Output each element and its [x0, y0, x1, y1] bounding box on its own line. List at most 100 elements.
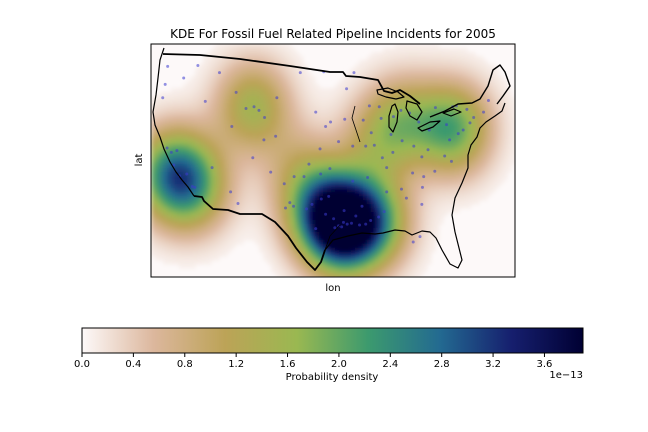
- density-cell: [435, 84, 440, 89]
- density-cell: [327, 200, 332, 205]
- density-cell: [219, 104, 224, 109]
- density-cell: [299, 212, 304, 217]
- density-cell: [395, 268, 400, 273]
- density-cell: [375, 96, 380, 101]
- density-cell: [171, 124, 176, 129]
- density-cell: [219, 124, 224, 129]
- density-cell: [191, 196, 196, 201]
- density-cell: [403, 152, 408, 157]
- density-cell: [259, 48, 264, 53]
- density-cell: [259, 140, 264, 145]
- density-cell: [375, 140, 380, 145]
- density-cell: [187, 152, 192, 157]
- density-cell: [319, 268, 324, 273]
- density-cell: [203, 208, 208, 213]
- incident-point: [263, 115, 267, 119]
- density-cell: [307, 80, 312, 85]
- density-cell: [191, 96, 196, 101]
- density-cell: [411, 212, 416, 217]
- density-cell: [151, 144, 156, 149]
- density-cell: [219, 136, 224, 141]
- density-cell: [487, 108, 492, 113]
- density-cell: [451, 72, 456, 77]
- density-cell: [203, 136, 208, 141]
- density-cell: [219, 160, 224, 165]
- density-cell: [275, 272, 280, 277]
- density-cell: [483, 192, 488, 197]
- density-cell: [231, 84, 236, 89]
- density-cell: [339, 92, 344, 97]
- density-cell: [375, 116, 380, 121]
- density-cell: [371, 68, 376, 73]
- density-cell: [387, 152, 392, 157]
- density-cell: [315, 172, 320, 177]
- density-cell: [263, 220, 268, 225]
- density-cell: [307, 184, 312, 189]
- density-cell: [299, 72, 304, 77]
- density-cell: [363, 264, 368, 269]
- density-cell: [291, 104, 296, 109]
- density-cell: [435, 156, 440, 161]
- density-cell: [399, 60, 404, 65]
- density-cell: [307, 236, 312, 241]
- density-cell: [347, 88, 352, 93]
- density-cell: [187, 200, 192, 205]
- density-cell: [435, 152, 440, 157]
- density-cell: [255, 132, 260, 137]
- density-cell: [455, 76, 460, 81]
- density-cell: [343, 192, 348, 197]
- density-cell: [315, 120, 320, 125]
- density-cell: [275, 256, 280, 261]
- density-cell: [499, 136, 504, 141]
- density-cell: [423, 256, 428, 261]
- density-cell: [431, 80, 436, 85]
- density-cell: [423, 176, 428, 181]
- density-cell: [163, 124, 168, 129]
- density-cell: [351, 88, 356, 93]
- density-cell: [167, 96, 172, 101]
- density-cell: [243, 176, 248, 181]
- density-cell: [331, 264, 336, 269]
- density-cell: [295, 88, 300, 93]
- density-cell: [479, 60, 484, 65]
- density-cell: [359, 64, 364, 69]
- density-cell: [447, 112, 452, 117]
- density-cell: [327, 188, 332, 193]
- density-cell: [375, 196, 380, 201]
- density-cell: [199, 192, 204, 197]
- density-cell: [467, 64, 472, 69]
- incident-point: [340, 225, 344, 229]
- density-cell: [335, 256, 340, 261]
- density-cell: [231, 80, 236, 85]
- density-cell: [463, 184, 468, 189]
- density-cell: [419, 72, 424, 77]
- density-cell: [187, 216, 192, 221]
- density-cell: [199, 168, 204, 173]
- density-cell: [495, 168, 500, 173]
- density-cell: [155, 188, 160, 193]
- density-cell: [247, 68, 252, 73]
- density-cell: [239, 164, 244, 169]
- density-cell: [211, 188, 216, 193]
- density-cell: [343, 104, 348, 109]
- density-cell: [231, 164, 236, 169]
- density-cell: [271, 260, 276, 265]
- density-cell: [363, 160, 368, 165]
- density-cell: [395, 188, 400, 193]
- density-cell: [451, 176, 456, 181]
- density-cell: [423, 228, 428, 233]
- density-cell: [279, 168, 284, 173]
- density-cell: [467, 124, 472, 129]
- density-cell: [359, 232, 364, 237]
- density-cell: [379, 132, 384, 137]
- density-cell: [335, 172, 340, 177]
- density-cell: [215, 132, 220, 137]
- density-cell: [355, 212, 360, 217]
- density-cell: [279, 204, 284, 209]
- density-cell: [363, 156, 368, 161]
- density-cell: [383, 176, 388, 181]
- density-cell: [343, 132, 348, 137]
- density-cell: [303, 96, 308, 101]
- density-cell: [299, 112, 304, 117]
- density-cell: [251, 224, 256, 229]
